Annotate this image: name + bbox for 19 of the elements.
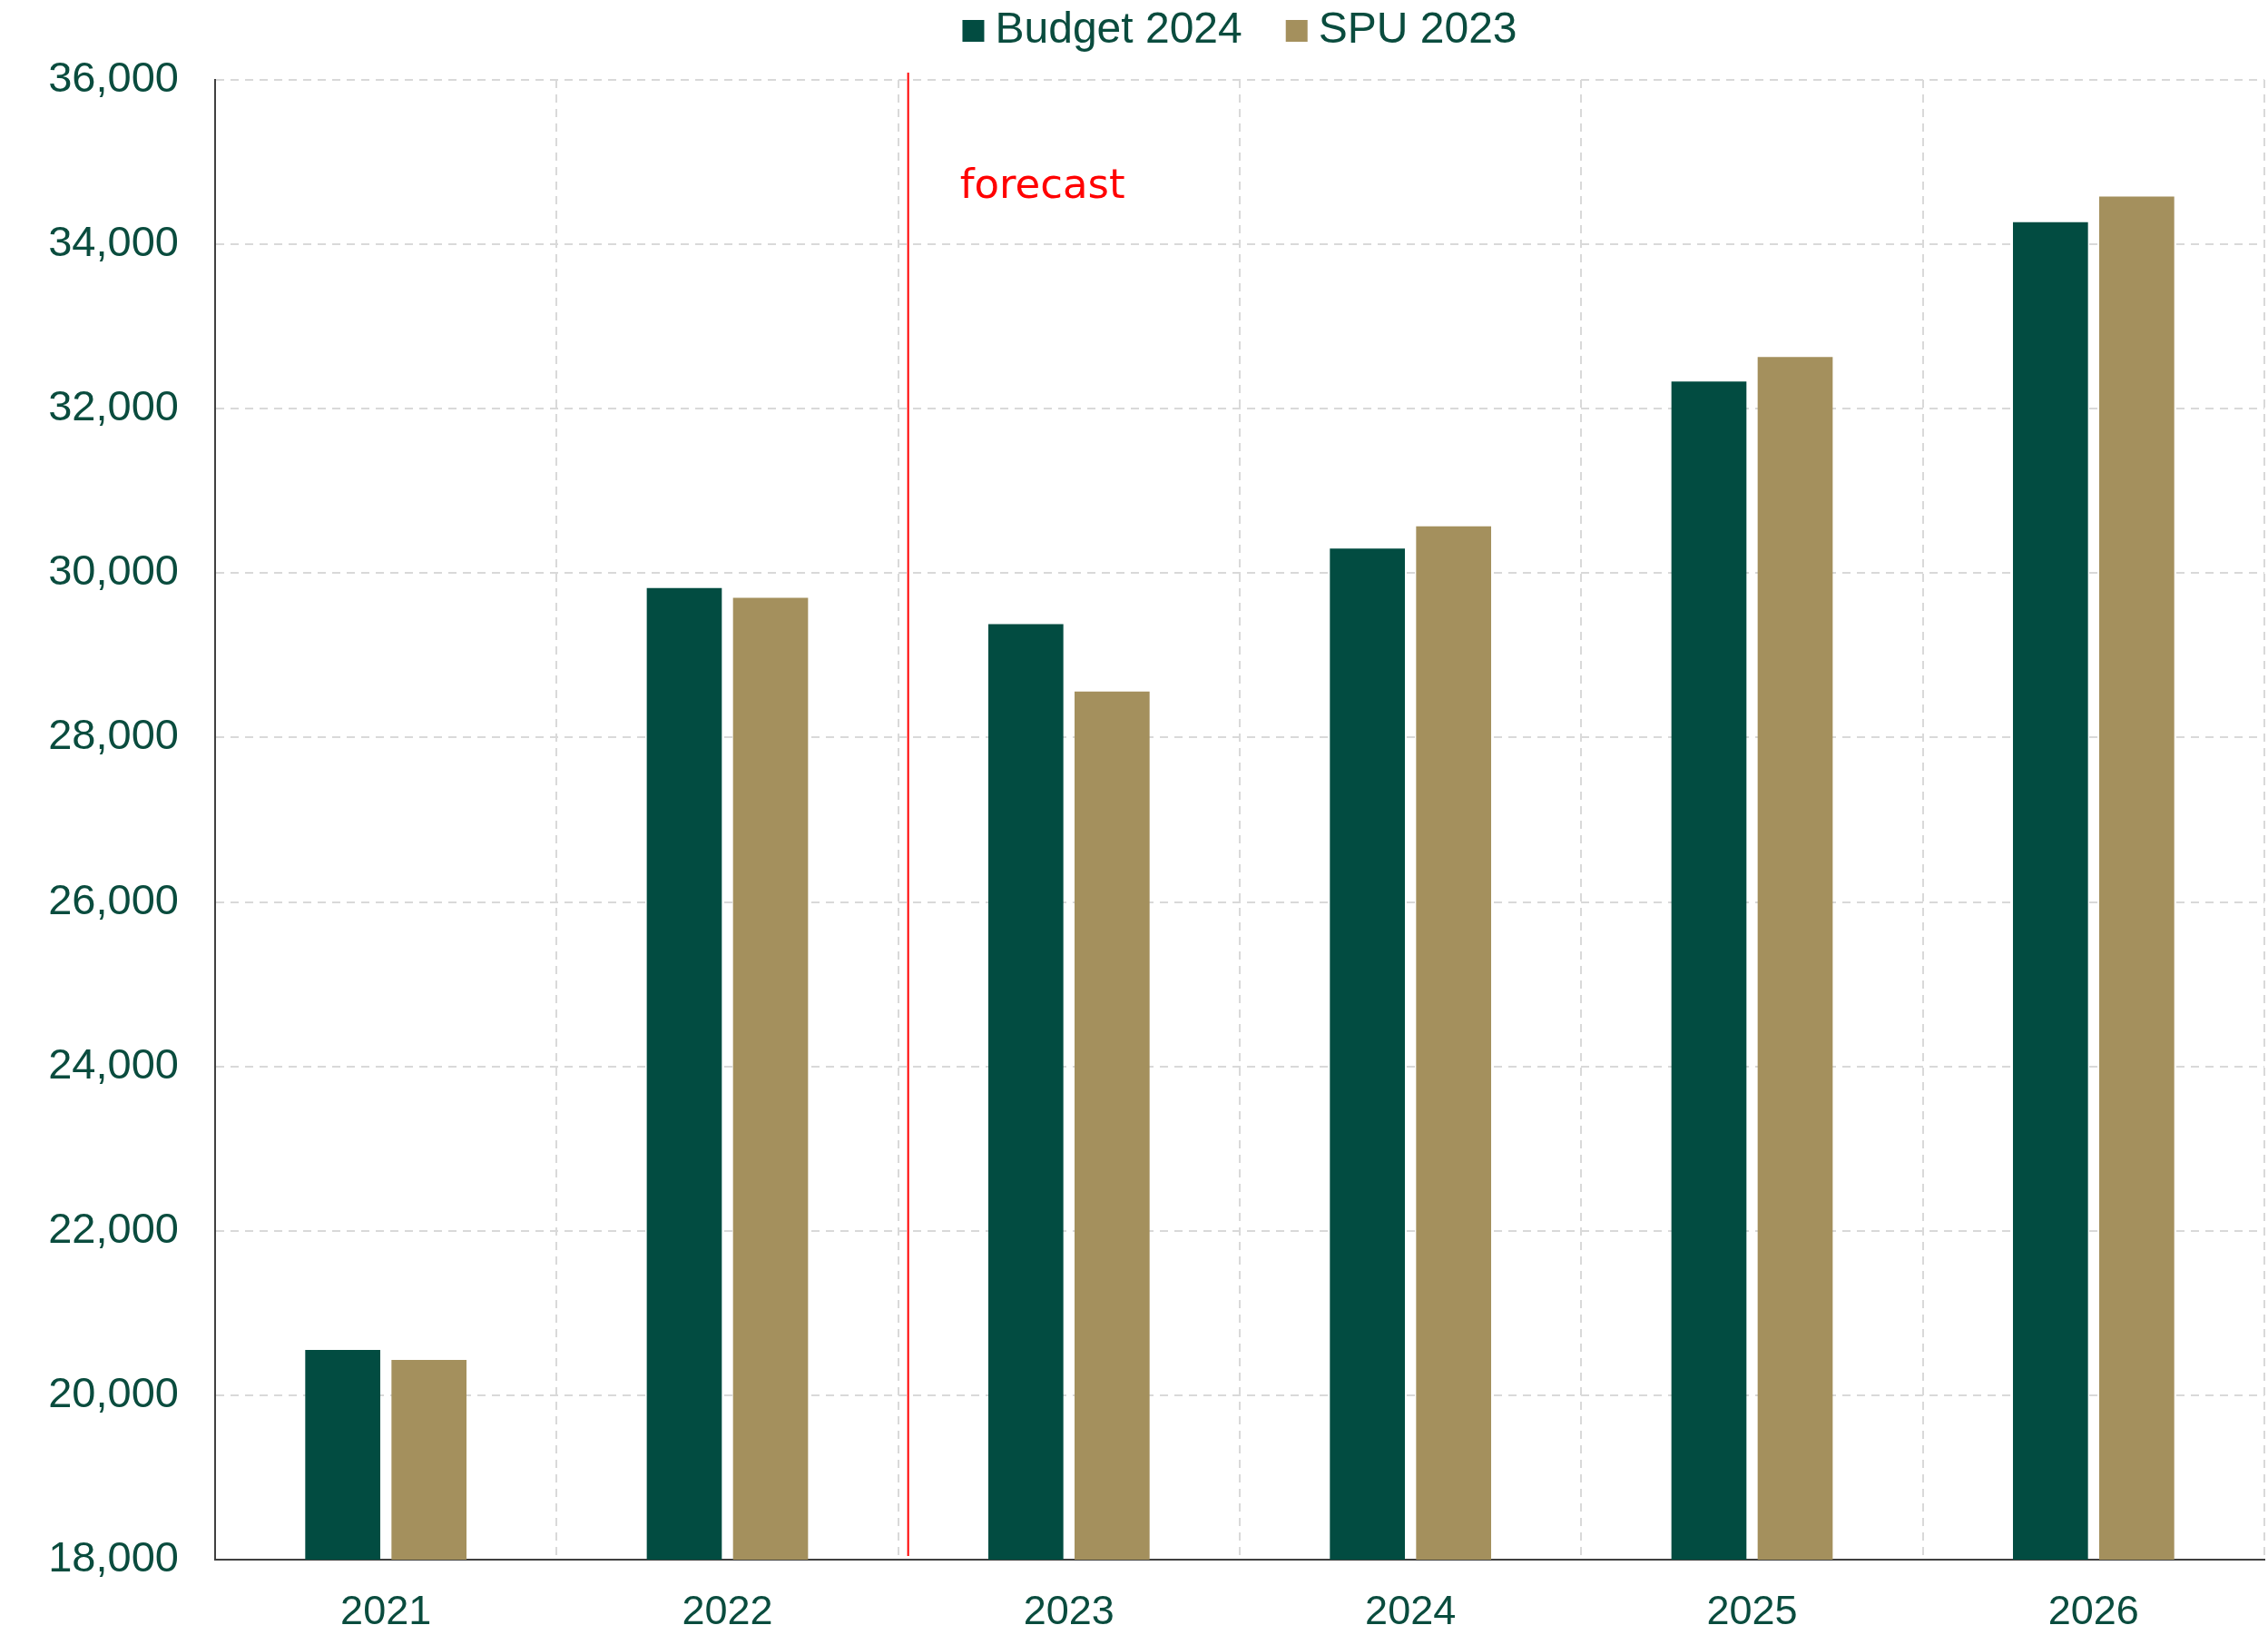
y-tick-label: 20,000: [48, 1367, 179, 1416]
x-tick-label: 2025: [1706, 1587, 1798, 1634]
x-tick-label: 2021: [340, 1587, 432, 1634]
x-tick-label: 2024: [1365, 1587, 1457, 1634]
x-tick-label: 2022: [682, 1587, 773, 1634]
legend-label: Budget 2024: [995, 4, 1242, 53]
y-tick-label: 18,000: [48, 1532, 179, 1581]
y-tick-label: 32,000: [48, 381, 179, 430]
x-tick-label: 2026: [2047, 1587, 2139, 1634]
y-tick-label: 28,000: [48, 710, 179, 759]
y-tick-label: 36,000: [48, 52, 179, 101]
y-tick-label: 30,000: [48, 546, 179, 595]
ref-line-label: forecast: [959, 160, 1125, 208]
y-tick-label: 34,000: [48, 217, 179, 266]
y-tick-label: 24,000: [48, 1039, 179, 1088]
y-tick-label: 26,000: [48, 874, 179, 923]
legend-label: SPU 2023: [1318, 4, 1517, 53]
y-tick-label: 22,000: [48, 1203, 179, 1252]
x-tick-label: 2023: [1023, 1587, 1114, 1634]
